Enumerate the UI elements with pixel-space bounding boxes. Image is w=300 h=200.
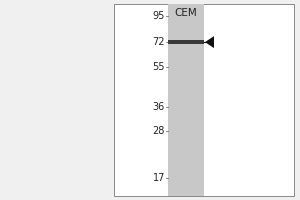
Text: 17: 17 bbox=[153, 173, 165, 183]
Text: 95: 95 bbox=[153, 11, 165, 21]
Text: 55: 55 bbox=[152, 62, 165, 72]
Polygon shape bbox=[205, 36, 214, 48]
Text: CEM: CEM bbox=[175, 8, 197, 18]
Text: 28: 28 bbox=[153, 126, 165, 136]
Bar bbox=[168, 40, 204, 44]
Bar bbox=[114, 4, 294, 196]
Text: 72: 72 bbox=[152, 37, 165, 47]
Bar bbox=[168, 4, 204, 196]
Text: 36: 36 bbox=[153, 102, 165, 112]
